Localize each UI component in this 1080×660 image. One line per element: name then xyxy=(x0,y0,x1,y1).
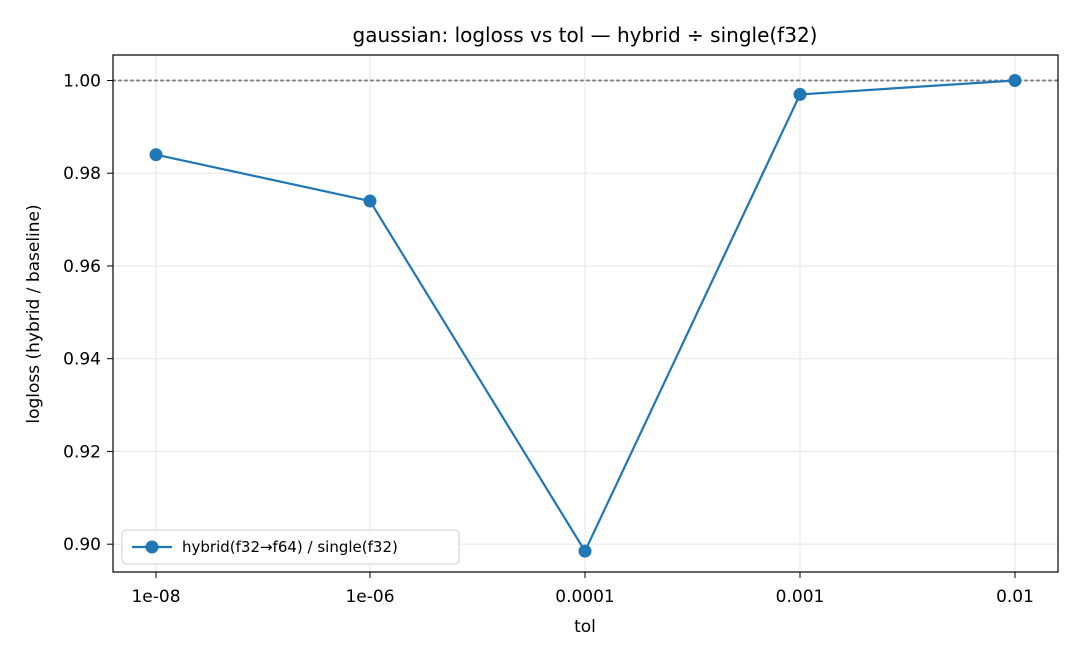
y-tick-label: 0.90 xyxy=(63,535,101,555)
plot-area: 1e-08 1e-06 0.0001 0.001 0.01 0.90 0.92 0.94 0.9… xyxy=(63,54,1059,607)
legend-marker xyxy=(145,540,159,554)
y-tick-label: 0.96 xyxy=(63,257,101,277)
y-axis-label: logloss (hybrid / baseline) xyxy=(24,204,44,423)
data-point xyxy=(149,148,163,162)
data-point xyxy=(793,87,807,101)
x-axis-label: tol xyxy=(574,617,596,637)
data-point xyxy=(578,544,592,558)
data-point xyxy=(363,194,377,208)
chart-title: gaussian: logloss vs tol — hybrid ÷ sing… xyxy=(353,23,818,47)
legend-box xyxy=(121,529,460,565)
x-tick-label: 0.001 xyxy=(776,587,825,607)
data-point xyxy=(1008,74,1022,88)
x-tick-label: 1e-08 xyxy=(131,587,180,607)
y-tick-label: 0.98 xyxy=(63,164,101,184)
x-tick-label: 0.0001 xyxy=(555,587,614,607)
y-tick-label: 1.00 xyxy=(63,72,101,92)
x-tick-label: 0.01 xyxy=(996,587,1034,607)
legend-label: hybrid(f32→f64) / single(f32) xyxy=(182,538,398,556)
y-tick-label: 0.94 xyxy=(63,350,101,370)
y-tick-label: 0.92 xyxy=(63,442,101,462)
x-tick-label: 1e-06 xyxy=(345,587,394,607)
